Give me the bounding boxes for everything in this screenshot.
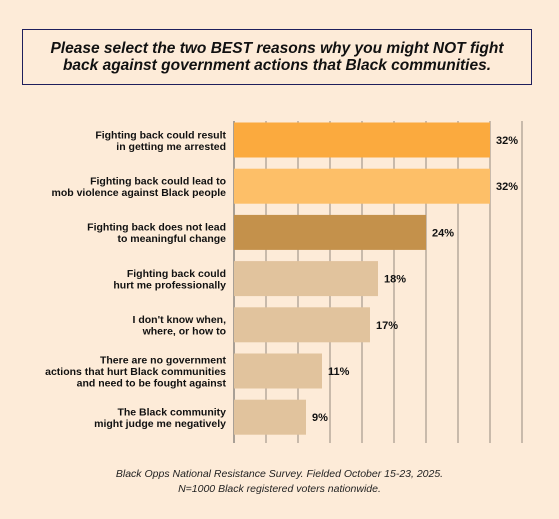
bar [234,399,306,435]
bar [234,353,322,389]
category-labels: 32% Fighting back could result in getting … [45,129,518,430]
bar [234,261,378,297]
source-line-1: Black Opps National Resistance Survey. F… [115,468,444,480]
bars [234,122,490,435]
source-note: Black Opps National Resistance Survey. F… [0,467,559,497]
value-label: 9% [312,412,328,424]
category-label: Fighting back does not lead to meaningful… [87,222,226,246]
value-label: 17% [376,320,398,332]
bar [234,122,490,158]
bar [234,168,490,204]
value-label: 18% [384,274,406,286]
category-label: There are no government actions that hurt… [45,355,226,390]
bar-chart: 32% Fighting back could result in getting … [45,121,523,443]
category-label: Fighting back could lead to mob violence … [52,175,227,199]
category-label: Fighting back could hurt me professionall… [113,268,226,292]
value-label: 24% [432,227,454,239]
bar [234,214,426,250]
value-label: 11% [328,366,350,378]
category-label: Fighting back could result in getting me … [95,129,226,153]
category-label: The Black community might judge me negati… [94,406,226,430]
chart-title: Please select the two BEST reasons why y… [50,40,504,74]
category-label: I don't know when, where, or how to [133,314,227,338]
chart-title-box: Please select the two BEST reasons why y… [22,29,532,85]
value-label: 32% [496,135,518,147]
bar [234,307,370,343]
source-line-2: N=1000 Black registered voters nationwid… [178,483,381,495]
value-label: 32% [496,181,518,193]
